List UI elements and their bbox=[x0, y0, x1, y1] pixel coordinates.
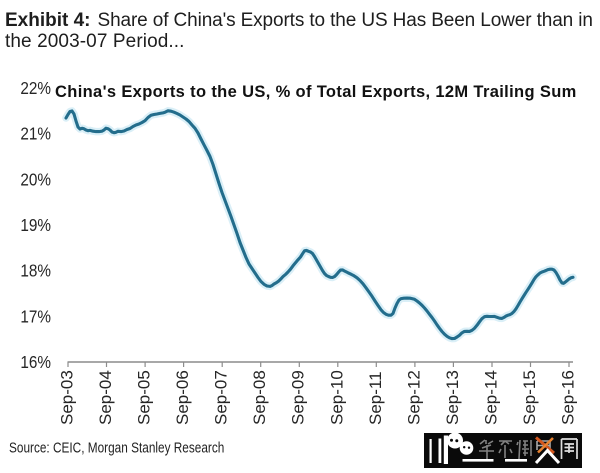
svg-text:Sep-15: Sep-15 bbox=[520, 370, 539, 425]
svg-text:18%: 18% bbox=[20, 260, 51, 280]
svg-text:17%: 17% bbox=[20, 306, 51, 326]
svg-text:Sep-16: Sep-16 bbox=[559, 370, 578, 425]
svg-text:Sep-05: Sep-05 bbox=[135, 370, 154, 425]
svg-text:Sep-12: Sep-12 bbox=[404, 370, 423, 425]
svg-text:Exhibit 4:Share of China's Exp: Exhibit 4: Share of China's Exports to th… bbox=[5, 10, 593, 31]
svg-text:22%: 22% bbox=[20, 78, 51, 98]
svg-text:Sep-08: Sep-08 bbox=[250, 370, 269, 425]
svg-text:Sep-14: Sep-14 bbox=[481, 370, 500, 425]
svg-text:Sep-11: Sep-11 bbox=[366, 371, 385, 425]
svg-text:Sep-06: Sep-06 bbox=[173, 370, 192, 425]
svg-text:Sep-10: Sep-10 bbox=[327, 370, 346, 425]
svg-text:19%: 19% bbox=[20, 215, 51, 235]
svg-text:Sep-07: Sep-07 bbox=[212, 370, 231, 425]
svg-text:the 2003-07 Period...: the 2003-07 Period... bbox=[5, 31, 185, 52]
svg-text:21%: 21% bbox=[20, 123, 51, 143]
svg-text:Source: CEIC, Morgan Stanley R: Source: CEIC, Morgan Stanley Research bbox=[9, 439, 224, 455]
svg-text:Sep-09: Sep-09 bbox=[289, 370, 308, 425]
svg-text:China's Exports to the US, % o: China's Exports to the US, % of Total Ex… bbox=[55, 83, 577, 101]
svg-text:Sep-03: Sep-03 bbox=[58, 370, 77, 425]
svg-text:Sep-04: Sep-04 bbox=[96, 370, 115, 425]
svg-text:Sep-13: Sep-13 bbox=[443, 370, 462, 425]
svg-text:20%: 20% bbox=[20, 169, 51, 189]
svg-text:16%: 16% bbox=[20, 352, 51, 372]
